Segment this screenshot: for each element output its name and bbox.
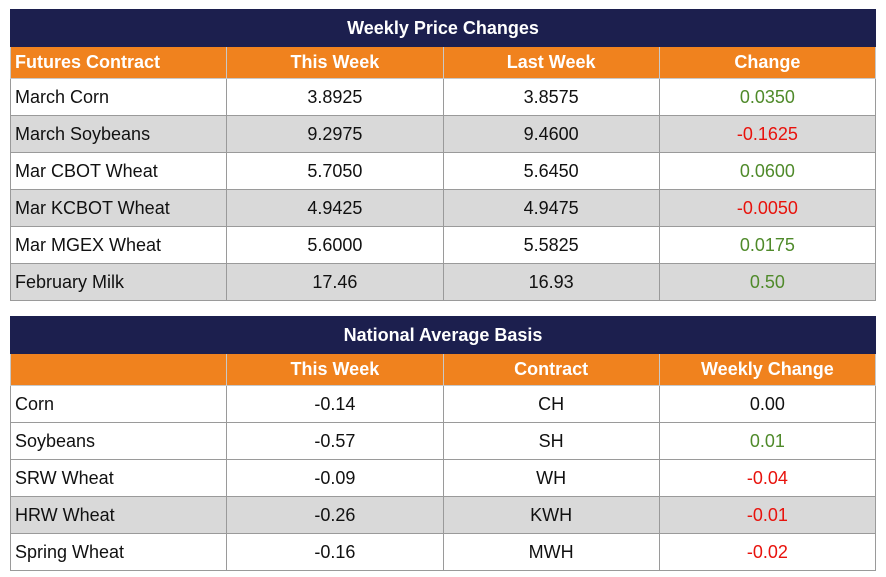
column-header-contract: Contract xyxy=(442,353,660,386)
weekly-change-cell: 0.00 xyxy=(658,385,877,423)
last-week-cell: 4.9475 xyxy=(442,189,660,227)
contract-cell: CH xyxy=(442,385,660,423)
table-row: March Corn 3.8925 3.8575 0.0350 xyxy=(9,78,877,116)
column-header-this-week: This Week xyxy=(226,46,444,79)
table-title: Weekly Price Changes xyxy=(9,9,877,47)
change-cell: 0.0350 xyxy=(658,78,877,116)
column-header-commodity xyxy=(9,353,228,386)
commodity-cell: HRW Wheat xyxy=(9,496,228,534)
last-week-cell: 5.5825 xyxy=(442,226,660,264)
table-title: National Average Basis xyxy=(10,316,876,354)
table-title-row: National Average Basis xyxy=(10,316,876,354)
this-week-cell: 5.6000 xyxy=(226,226,444,264)
table-row: March Soybeans 9.2975 9.4600 -0.1625 xyxy=(9,115,877,153)
this-week-cell: 5.7050 xyxy=(226,152,444,190)
weekly-change-cell: 0.01 xyxy=(658,422,877,460)
last-week-cell: 9.4600 xyxy=(442,115,660,153)
contract-cell: WH xyxy=(442,459,660,497)
this-week-cell: -0.09 xyxy=(226,459,444,497)
table-row: Mar MGEX Wheat 5.6000 5.5825 0.0175 xyxy=(9,226,877,264)
column-header-last-week: Last Week xyxy=(442,46,660,79)
contract-cell: March Soybeans xyxy=(9,115,228,153)
this-week-cell: 4.9425 xyxy=(226,189,444,227)
table-row: Spring Wheat -0.16 MWH -0.02 xyxy=(9,533,877,571)
last-week-cell: 16.93 xyxy=(442,263,660,301)
column-header-this-week: This Week xyxy=(226,353,444,386)
contract-cell: KWH xyxy=(442,496,660,534)
table-row: February Milk 17.46 16.93 0.50 xyxy=(9,263,877,301)
table-title-row: Weekly Price Changes xyxy=(9,9,877,47)
commodity-cell: Spring Wheat xyxy=(9,533,228,571)
table-row: Soybeans -0.57 SH 0.01 xyxy=(9,422,877,460)
table-row: HRW Wheat -0.26 KWH -0.01 xyxy=(9,496,877,534)
change-cell: -0.1625 xyxy=(658,115,877,153)
contract-cell: Mar KCBOT Wheat xyxy=(9,189,228,227)
change-cell: -0.0050 xyxy=(658,189,877,227)
last-week-cell: 5.6450 xyxy=(442,152,660,190)
contract-cell: March Corn xyxy=(9,78,228,116)
table-header-row: Futures Contract This Week Last Week Cha… xyxy=(9,46,877,79)
column-header-futures-contract: Futures Contract xyxy=(9,46,228,79)
last-week-cell: 3.8575 xyxy=(442,78,660,116)
this-week-cell: -0.57 xyxy=(226,422,444,460)
this-week-cell: 17.46 xyxy=(226,263,444,301)
table-row: Corn -0.14 CH 0.00 xyxy=(9,385,877,423)
weekly-price-changes-table: Weekly Price Changes Futures Contract Th… xyxy=(9,9,877,301)
contract-cell: SH xyxy=(442,422,660,460)
this-week-cell: -0.14 xyxy=(226,385,444,423)
this-week-cell: 3.8925 xyxy=(226,78,444,116)
table-row: Mar CBOT Wheat 5.7050 5.6450 0.0600 xyxy=(9,152,877,190)
this-week-cell: -0.26 xyxy=(226,496,444,534)
contract-cell: Mar CBOT Wheat xyxy=(9,152,228,190)
weekly-change-cell: -0.01 xyxy=(658,496,877,534)
national-average-basis-table: National Average Basis This Week Contrac… xyxy=(9,316,877,571)
change-cell: 0.50 xyxy=(658,263,877,301)
column-header-weekly-change: Weekly Change xyxy=(658,353,877,386)
contract-cell: MWH xyxy=(442,533,660,571)
commodity-cell: Soybeans xyxy=(9,422,228,460)
column-header-change: Change xyxy=(658,46,877,79)
weekly-change-cell: -0.02 xyxy=(658,533,877,571)
commodity-cell: SRW Wheat xyxy=(9,459,228,497)
weekly-change-cell: -0.04 xyxy=(658,459,877,497)
table-row: Mar KCBOT Wheat 4.9425 4.9475 -0.0050 xyxy=(9,189,877,227)
this-week-cell: 9.2975 xyxy=(226,115,444,153)
contract-cell: February Milk xyxy=(9,263,228,301)
this-week-cell: -0.16 xyxy=(226,533,444,571)
table-row: SRW Wheat -0.09 WH -0.04 xyxy=(9,459,877,497)
commodity-cell: Corn xyxy=(9,385,228,423)
change-cell: 0.0600 xyxy=(658,152,877,190)
table-header-row: This Week Contract Weekly Change xyxy=(9,353,877,386)
contract-cell: Mar MGEX Wheat xyxy=(9,226,228,264)
change-cell: 0.0175 xyxy=(658,226,877,264)
